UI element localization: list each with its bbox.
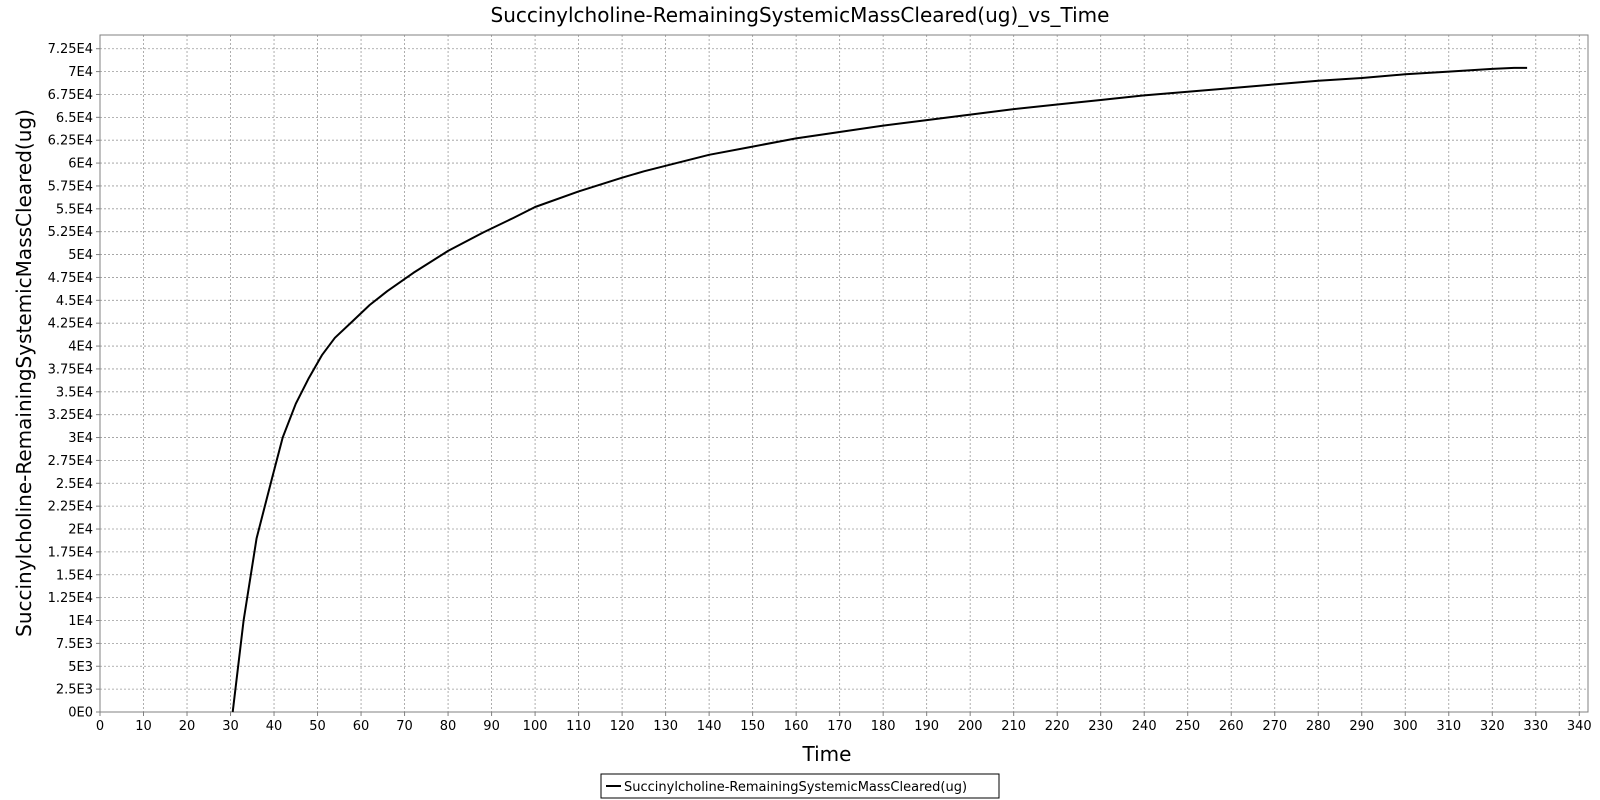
- y-axis: 0E0 2.5E3 5E3 7.5E3 1E4 1.25E4 1.5E4 1.75E4 2E4 2…: [48, 42, 100, 721]
- x-tick-label: 100: [523, 719, 548, 734]
- y-tick-label: 5E3: [68, 660, 93, 675]
- y-tick-label: 2.5E4: [56, 477, 93, 492]
- legend: Succinylcholine-RemainingSystemicMassCle…: [600, 773, 1000, 799]
- y-tick-label: 4.5E4: [56, 294, 93, 309]
- x-tick-label: 320: [1480, 719, 1505, 734]
- x-tick-label: 40: [266, 719, 283, 734]
- legend-box: [600, 773, 1000, 799]
- y-tick-label: 4E4: [68, 340, 93, 355]
- plot-area: [99, 34, 1589, 713]
- x-tick-label: 140: [697, 719, 722, 734]
- y-tick-label: 6.5E4: [56, 111, 93, 126]
- x-tick-label: 90: [483, 719, 500, 734]
- x-tick-label: 330: [1523, 719, 1548, 734]
- y-tick-label: 1.5E4: [56, 568, 93, 583]
- legend-label: Succinylcholine-RemainingSystemicMassCle…: [624, 780, 967, 795]
- x-tick-label: 170: [827, 719, 852, 734]
- y-tick-label: 6.75E4: [48, 88, 93, 103]
- x-tick-label: 210: [1001, 719, 1026, 734]
- y-tick-label: 1E4: [68, 614, 93, 629]
- x-tick-label: 340: [1567, 719, 1592, 734]
- y-axis-label: Succinylcholine-RemainingSystemicMassCle…: [12, 109, 36, 637]
- y-tick-label: 3.25E4: [48, 408, 93, 423]
- y-tick-label: 2.75E4: [48, 454, 93, 469]
- y-tick-label: 1.75E4: [48, 545, 93, 560]
- y-tick-label: 3.75E4: [48, 362, 93, 377]
- x-tick-label: 220: [1045, 719, 1070, 734]
- x-tick-label: 70: [396, 719, 413, 734]
- grid: [99, 35, 1588, 713]
- x-tick-label: 270: [1262, 719, 1287, 734]
- y-tick-label: 7.25E4: [48, 42, 93, 57]
- x-tick-label: 120: [610, 719, 635, 734]
- y-tick-label: 2.25E4: [48, 500, 93, 515]
- y-tick-label: 5.75E4: [48, 179, 93, 194]
- x-tick-label: 80: [440, 719, 457, 734]
- x-tick-label: 50: [309, 719, 326, 734]
- x-tick-label: 230: [1088, 719, 1113, 734]
- x-tick-label: 200: [958, 719, 983, 734]
- y-tick-label: 7E4: [68, 65, 93, 80]
- y-tick-label: 6.25E4: [48, 134, 93, 149]
- x-tick-label: 110: [566, 719, 591, 734]
- y-tick-label: 1.25E4: [48, 591, 93, 606]
- x-tick-label: 10: [135, 719, 152, 734]
- x-tick-label: 250: [1175, 719, 1200, 734]
- x-tick-label: 60: [353, 719, 370, 734]
- x-tick-label: 300: [1393, 719, 1418, 734]
- x-axis-label: Time: [802, 742, 852, 766]
- x-tick-label: 280: [1306, 719, 1331, 734]
- y-tick-label: 7.5E3: [56, 637, 93, 652]
- y-tick-label: 2E4: [68, 523, 93, 538]
- series-layer: [231, 66, 1528, 713]
- x-tick-label: 310: [1436, 719, 1461, 734]
- x-tick-label: 260: [1219, 719, 1244, 734]
- y-tick-label: 5E4: [68, 248, 93, 263]
- x-tick-label: 190: [914, 719, 939, 734]
- x-tick-label: 130: [653, 719, 678, 734]
- series-line: [231, 66, 1528, 713]
- y-tick-label: 5.5E4: [56, 202, 93, 217]
- y-tick-label: 3E4: [68, 431, 93, 446]
- y-tick-label: 6E4: [68, 157, 93, 172]
- plot-background: [100, 35, 1588, 712]
- y-tick-label: 0E0: [68, 706, 93, 721]
- x-tick-label: 290: [1349, 719, 1374, 734]
- y-tick-label: 2.5E3: [56, 683, 93, 698]
- x-tick-label: 160: [784, 719, 809, 734]
- y-tick-label: 5.25E4: [48, 225, 93, 240]
- y-tick-label: 3.5E4: [56, 385, 93, 400]
- x-axis: 0 10 20 30 40 50 60 70 80 90 100 110 120 130 140 150 160…: [96, 712, 1592, 734]
- x-tick-label: 30: [222, 719, 239, 734]
- x-tick-label: 20: [179, 719, 196, 734]
- x-tick-label: 150: [740, 719, 765, 734]
- x-tick-label: 0: [96, 719, 104, 734]
- chart-title: Succinylcholine-RemainingSystemicMassCle…: [491, 3, 1110, 27]
- x-tick-label: 240: [1132, 719, 1157, 734]
- x-tick-label: 180: [871, 719, 896, 734]
- y-tick-label: 4.25E4: [48, 317, 93, 332]
- y-tick-label: 4.75E4: [48, 271, 93, 286]
